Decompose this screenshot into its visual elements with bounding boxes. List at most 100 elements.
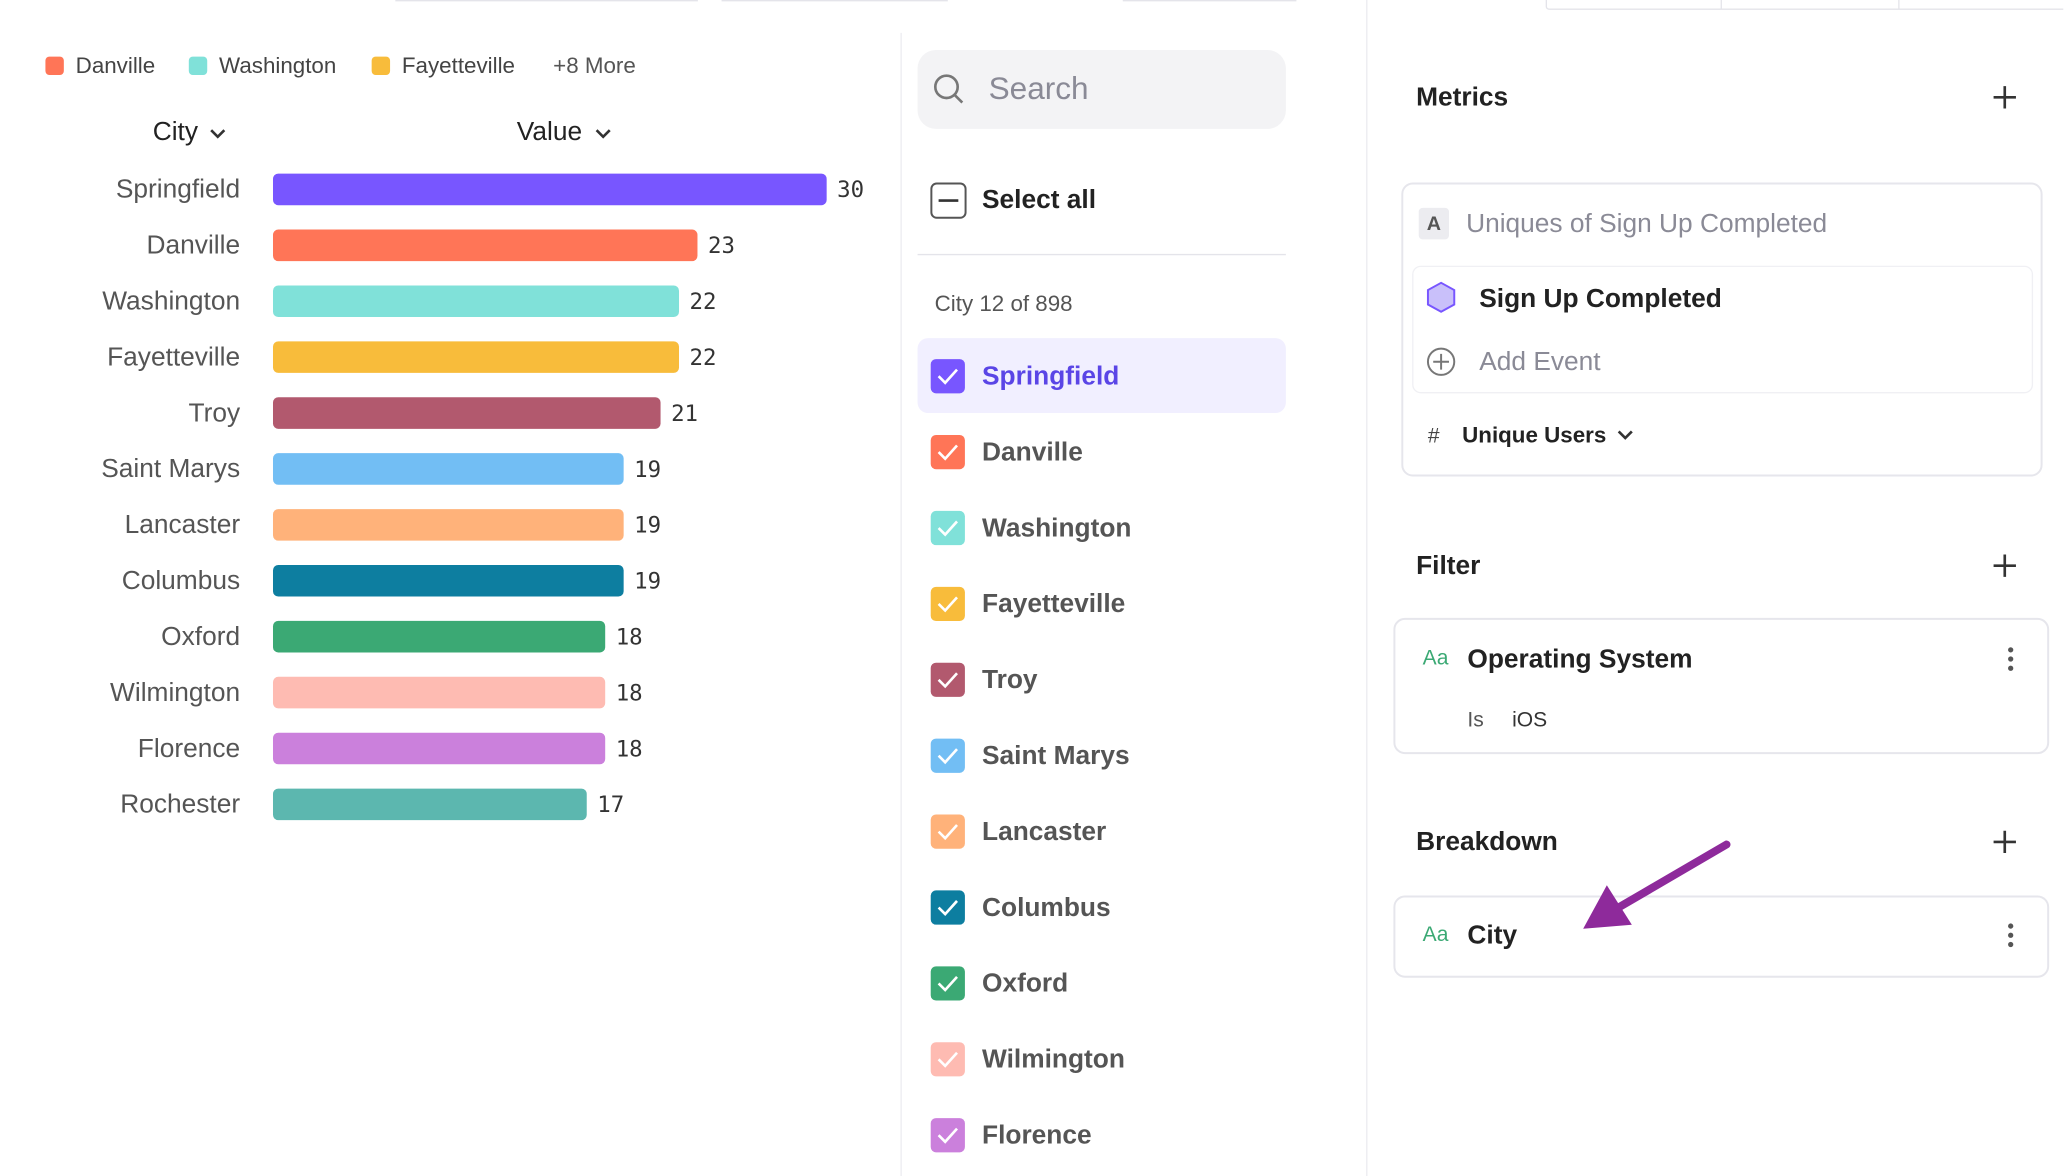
legend-label[interactable]: Fayetteville bbox=[402, 53, 515, 78]
value-label: 22 bbox=[690, 345, 717, 371]
value-label: 22 bbox=[690, 289, 717, 315]
value-label: 19 bbox=[634, 513, 661, 539]
category-label: Wilmington bbox=[110, 677, 240, 707]
add-event-icon[interactable] bbox=[1426, 347, 1456, 376]
list-item-label[interactable]: Washington bbox=[982, 512, 1131, 542]
legend-label[interactable]: Washington bbox=[219, 53, 336, 78]
list-item-label[interactable]: Lancaster bbox=[982, 816, 1106, 846]
list-item-label[interactable]: Troy bbox=[982, 664, 1038, 694]
column-header[interactable]: City bbox=[153, 116, 199, 146]
checkmark bbox=[937, 824, 958, 841]
category-label: Rochester bbox=[120, 789, 240, 819]
add-event-icon bbox=[1433, 353, 1449, 370]
legend-more[interactable]: +8 More bbox=[553, 53, 636, 78]
list-item-label[interactable]: Oxford bbox=[982, 968, 1068, 998]
category-label: Troy bbox=[188, 397, 240, 427]
checkbox[interactable] bbox=[930, 814, 965, 849]
value-label: 30 bbox=[837, 177, 864, 203]
filter-operator[interactable]: Is bbox=[1467, 708, 1483, 731]
value-label: 19 bbox=[634, 569, 661, 595]
filter-value[interactable]: iOS bbox=[1512, 708, 1547, 731]
checkmark bbox=[937, 748, 958, 765]
more-menu[interactable] bbox=[2008, 647, 2014, 671]
value-label: 19 bbox=[634, 457, 661, 483]
legend-label[interactable]: Danville bbox=[76, 53, 156, 78]
event-name[interactable]: Sign Up Completed bbox=[1479, 283, 1722, 313]
list-item-label[interactable]: Saint Marys bbox=[982, 740, 1130, 770]
checkbox[interactable] bbox=[930, 510, 965, 546]
list-item-label[interactable]: Fayetteville bbox=[982, 588, 1125, 618]
annotation-arrow bbox=[1612, 840, 1731, 913]
bar bbox=[272, 564, 624, 597]
checkmark bbox=[937, 1051, 958, 1068]
search-placeholder[interactable]: Search bbox=[989, 70, 1089, 106]
search-box[interactable] bbox=[917, 49, 1286, 129]
checkmark bbox=[937, 1127, 958, 1144]
sort-chevron[interactable] bbox=[210, 129, 226, 139]
checkmark bbox=[937, 672, 958, 689]
checkbox[interactable] bbox=[930, 1118, 965, 1153]
metric-badge: A bbox=[1427, 213, 1441, 235]
metric-name[interactable]: Uniques of Sign Up Completed bbox=[1466, 208, 1827, 238]
checkmark bbox=[937, 444, 958, 461]
checkbox[interactable] bbox=[930, 738, 965, 773]
list-item-label[interactable]: Springfield bbox=[982, 360, 1119, 390]
checkmark bbox=[937, 596, 958, 613]
bar bbox=[272, 229, 698, 262]
search-icon bbox=[953, 93, 964, 104]
sort-chevron[interactable] bbox=[595, 129, 611, 139]
section-title: Filter bbox=[1416, 550, 1480, 580]
checkbox[interactable] bbox=[930, 662, 965, 697]
checkbox[interactable] bbox=[930, 966, 965, 1001]
checkmark bbox=[937, 900, 958, 917]
column-header[interactable]: Value bbox=[517, 116, 582, 146]
measure-label[interactable]: Unique Users bbox=[1462, 423, 1606, 448]
checkbox[interactable] bbox=[930, 890, 965, 925]
list-item-label[interactable]: Florence bbox=[982, 1119, 1092, 1149]
category-label: Fayetteville bbox=[107, 341, 240, 371]
section-title: Breakdown bbox=[1416, 826, 1558, 856]
bar bbox=[272, 732, 606, 765]
event-card bbox=[1412, 265, 2034, 394]
bar bbox=[272, 620, 606, 653]
checkbox[interactable] bbox=[930, 435, 965, 470]
category-label: Lancaster bbox=[125, 509, 241, 539]
add-metric-button[interactable] bbox=[1993, 86, 2016, 109]
category-label: Florence bbox=[138, 733, 240, 763]
bar bbox=[272, 173, 827, 206]
checkbox[interactable] bbox=[930, 359, 965, 394]
category-label: Danville bbox=[147, 230, 241, 260]
category-label: Washington bbox=[102, 286, 240, 316]
bar bbox=[272, 285, 680, 318]
bar bbox=[272, 341, 680, 373]
measure-icon: # bbox=[1428, 424, 1440, 447]
checkbox[interactable] bbox=[930, 1042, 965, 1077]
checkmark bbox=[937, 975, 958, 992]
list-item-label[interactable]: Columbus bbox=[982, 892, 1111, 922]
bar bbox=[272, 453, 624, 485]
select-all-label[interactable]: Select all bbox=[982, 184, 1096, 214]
value-label: 21 bbox=[671, 401, 698, 427]
section-title: Metrics bbox=[1416, 82, 1508, 112]
type-icon: Aa bbox=[1423, 923, 1449, 946]
filter-property[interactable]: Operating System bbox=[1467, 643, 1692, 673]
add-breakdown-button[interactable] bbox=[1993, 830, 2016, 854]
list-item-label[interactable]: Danville bbox=[982, 436, 1083, 466]
checkmark bbox=[937, 368, 958, 385]
breakdown-property[interactable]: City bbox=[1467, 920, 1517, 950]
value-label: 18 bbox=[616, 680, 643, 706]
add-event[interactable]: Add Event bbox=[1479, 346, 1601, 376]
checkbox[interactable] bbox=[930, 586, 965, 622]
annotation-arrowhead bbox=[1583, 885, 1632, 929]
list-item-label[interactable]: Wilmington bbox=[982, 1044, 1125, 1074]
add-filter-button[interactable] bbox=[1993, 554, 2016, 577]
value-label: 18 bbox=[616, 624, 643, 650]
category-label: Saint Marys bbox=[101, 453, 240, 483]
more-menu[interactable] bbox=[2008, 923, 2014, 948]
count-label: City 12 of 898 bbox=[935, 291, 1073, 316]
legend-swatch bbox=[188, 56, 208, 75]
measure-chevron[interactable] bbox=[1617, 430, 1633, 440]
filter-card bbox=[1393, 617, 2050, 755]
